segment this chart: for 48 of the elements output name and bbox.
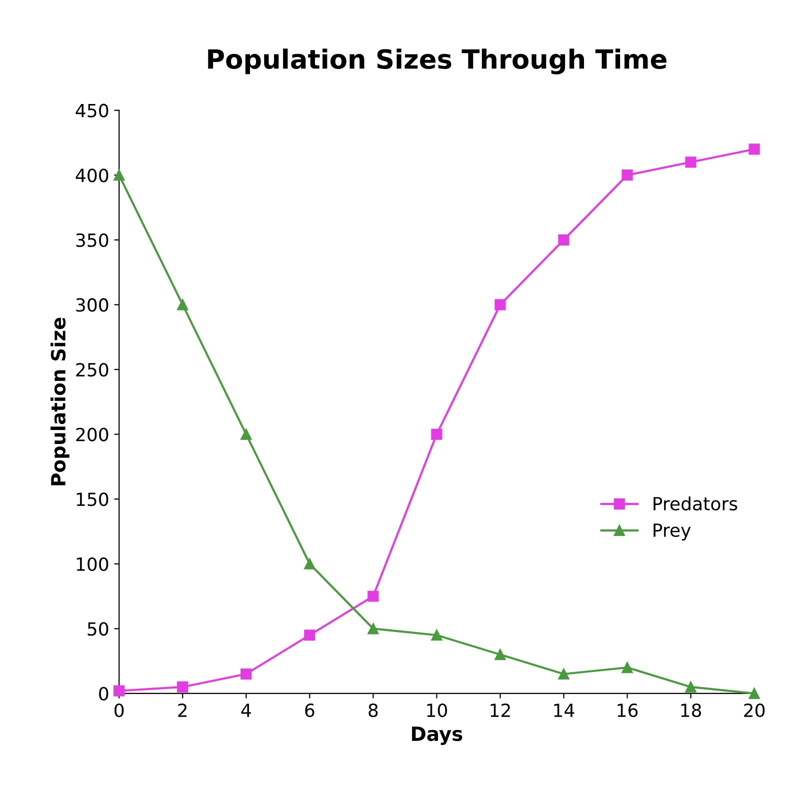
x-tick-label: 20 <box>744 703 765 718</box>
x-tick-label: 8 <box>368 703 378 718</box>
point <box>558 668 570 680</box>
x-tick-label: 16 <box>618 703 638 718</box>
point <box>304 630 316 641</box>
y-tick-label: 100 <box>76 557 108 571</box>
x-tick-label: 2 <box>178 703 187 717</box>
y-tick-label: 0 <box>99 686 108 701</box>
y-tick-label: 350 <box>76 233 108 248</box>
y-tick-label: 50 <box>88 622 108 636</box>
x-tick-label: 12 <box>490 703 510 717</box>
y-tick-label: 400 <box>76 168 108 182</box>
y-tick-label: 450 <box>76 104 108 118</box>
x-axis-title: Days <box>412 726 462 746</box>
point <box>494 299 506 310</box>
point <box>685 156 696 168</box>
point <box>177 299 188 310</box>
point <box>240 668 252 680</box>
point <box>431 428 442 440</box>
chart-title: Population Sizes Through Time <box>208 48 666 74</box>
legend-label: Predators <box>654 496 738 510</box>
point <box>748 688 760 699</box>
legend-label: Prey <box>654 524 691 540</box>
y-axis-title: Population Size <box>50 318 70 486</box>
y-tick-label: 300 <box>76 298 108 312</box>
x-tick-label: 14 <box>554 704 574 717</box>
point <box>431 630 442 641</box>
point <box>494 649 506 660</box>
point <box>114 170 125 181</box>
x-tick-label: 4 <box>241 704 251 717</box>
point <box>114 685 125 696</box>
point <box>748 144 760 155</box>
point <box>622 170 633 181</box>
y-tick-label: 150 <box>76 492 108 506</box>
y-tick-label: 250 <box>76 362 108 377</box>
point <box>240 428 252 440</box>
point <box>685 681 696 693</box>
x-tick-label: 18 <box>681 703 702 718</box>
x-tick-label: 10 <box>427 703 447 718</box>
x-tick-label: 0 <box>114 703 124 718</box>
point <box>368 590 379 602</box>
point <box>304 558 316 570</box>
point <box>558 234 570 246</box>
point <box>177 681 188 693</box>
x-tick-label: 6 <box>305 703 314 718</box>
y-tick-label: 200 <box>76 428 108 442</box>
point <box>368 623 379 634</box>
point <box>622 662 633 674</box>
